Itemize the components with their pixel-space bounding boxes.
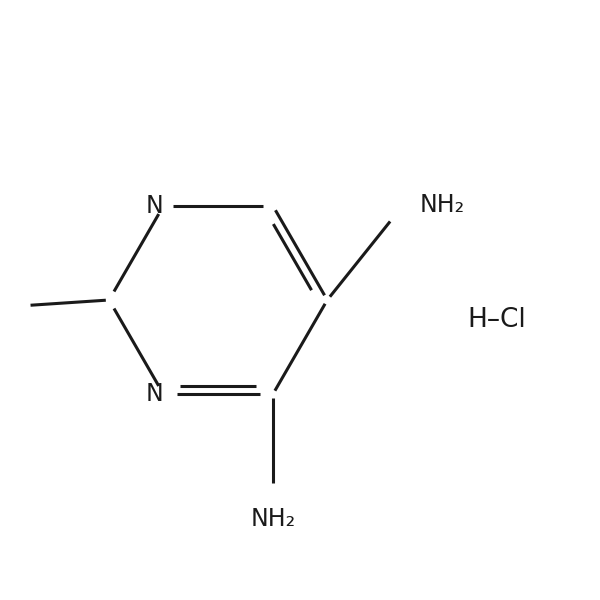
Text: NH₂: NH₂ [250, 507, 295, 531]
Text: H–Cl: H–Cl [467, 307, 526, 332]
Text: N: N [146, 382, 164, 406]
Text: N: N [146, 194, 164, 218]
Text: NH₂: NH₂ [420, 193, 465, 217]
